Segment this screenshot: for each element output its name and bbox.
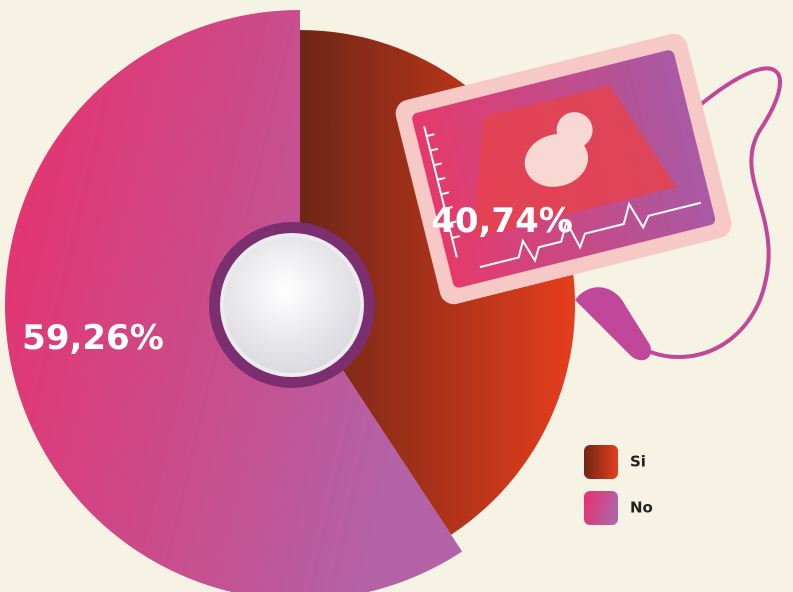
legend-label: No (630, 499, 653, 517)
legend-swatch (584, 445, 618, 479)
legend-label: Si (630, 453, 646, 471)
value-label: 40,74% (431, 201, 573, 241)
value-label: 59,26% (22, 318, 164, 358)
legend: Si No (584, 445, 653, 525)
inner-disc (220, 233, 364, 377)
legend-swatch (584, 491, 618, 525)
ultrasound-illustration (395, 33, 782, 361)
